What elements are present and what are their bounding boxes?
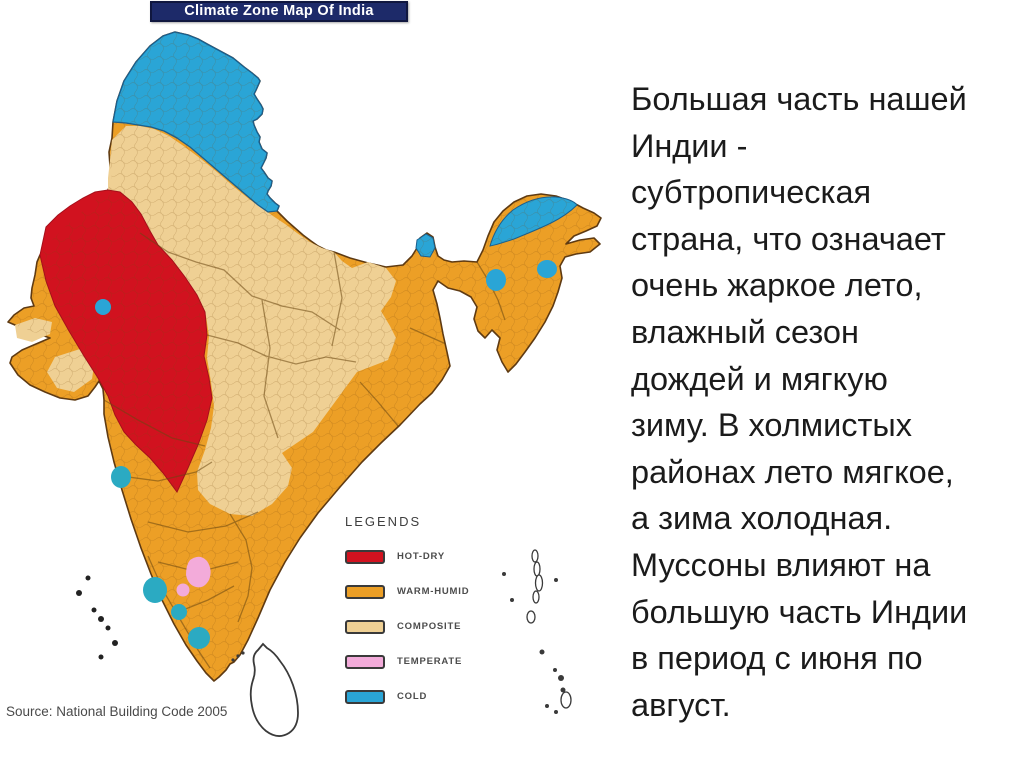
sri-lanka-outline: [249, 642, 299, 737]
legend-label: COLD: [397, 691, 428, 702]
description-text: Большая часть нашей Индии - субтропическая…: [631, 81, 968, 723]
rameswaram-island-dots: [231, 651, 245, 662]
legend-item-temperate: TEMPERATE: [345, 654, 505, 669]
legend-item-hot-dry: HOT-DRY: [345, 549, 505, 564]
legend-item-cold: COLD: [345, 689, 505, 704]
cold-hill-spots: [95, 260, 557, 649]
andaman-nicobar-islands: [502, 549, 572, 714]
legend-label: COMPOSITE: [397, 621, 462, 632]
legend-label: HOT-DRY: [397, 551, 445, 562]
legend-label: TEMPERATE: [397, 656, 463, 667]
legend-swatch-warm-humid: [345, 584, 385, 599]
legend-label: WARM-HUMID: [397, 586, 470, 597]
legend-swatch-hot-dry: [345, 549, 385, 564]
legend-item-composite: COMPOSITE: [345, 619, 505, 634]
legend-item-warm-humid: WARM-HUMID: [345, 584, 505, 599]
map-title: Climate Zone Map Of India: [150, 1, 408, 22]
legend-title: LEGENDS: [345, 514, 422, 529]
zone-temperate-spot-small: [176, 583, 190, 597]
legend-swatch-cold: [345, 689, 385, 704]
legend-swatch-composite: [345, 619, 385, 634]
legend-swatch-temperate: [345, 654, 385, 669]
map-legend: LEGENDS HOT-DRY WARM-HUMID COMPOSITE TEM…: [345, 514, 505, 704]
lakshadweep-islands: [76, 575, 118, 660]
zone-temperate-spot: [186, 556, 211, 588]
source-note: Source: National Building Code 2005: [6, 704, 228, 719]
district-boundaries-texture: [8, 32, 601, 681]
